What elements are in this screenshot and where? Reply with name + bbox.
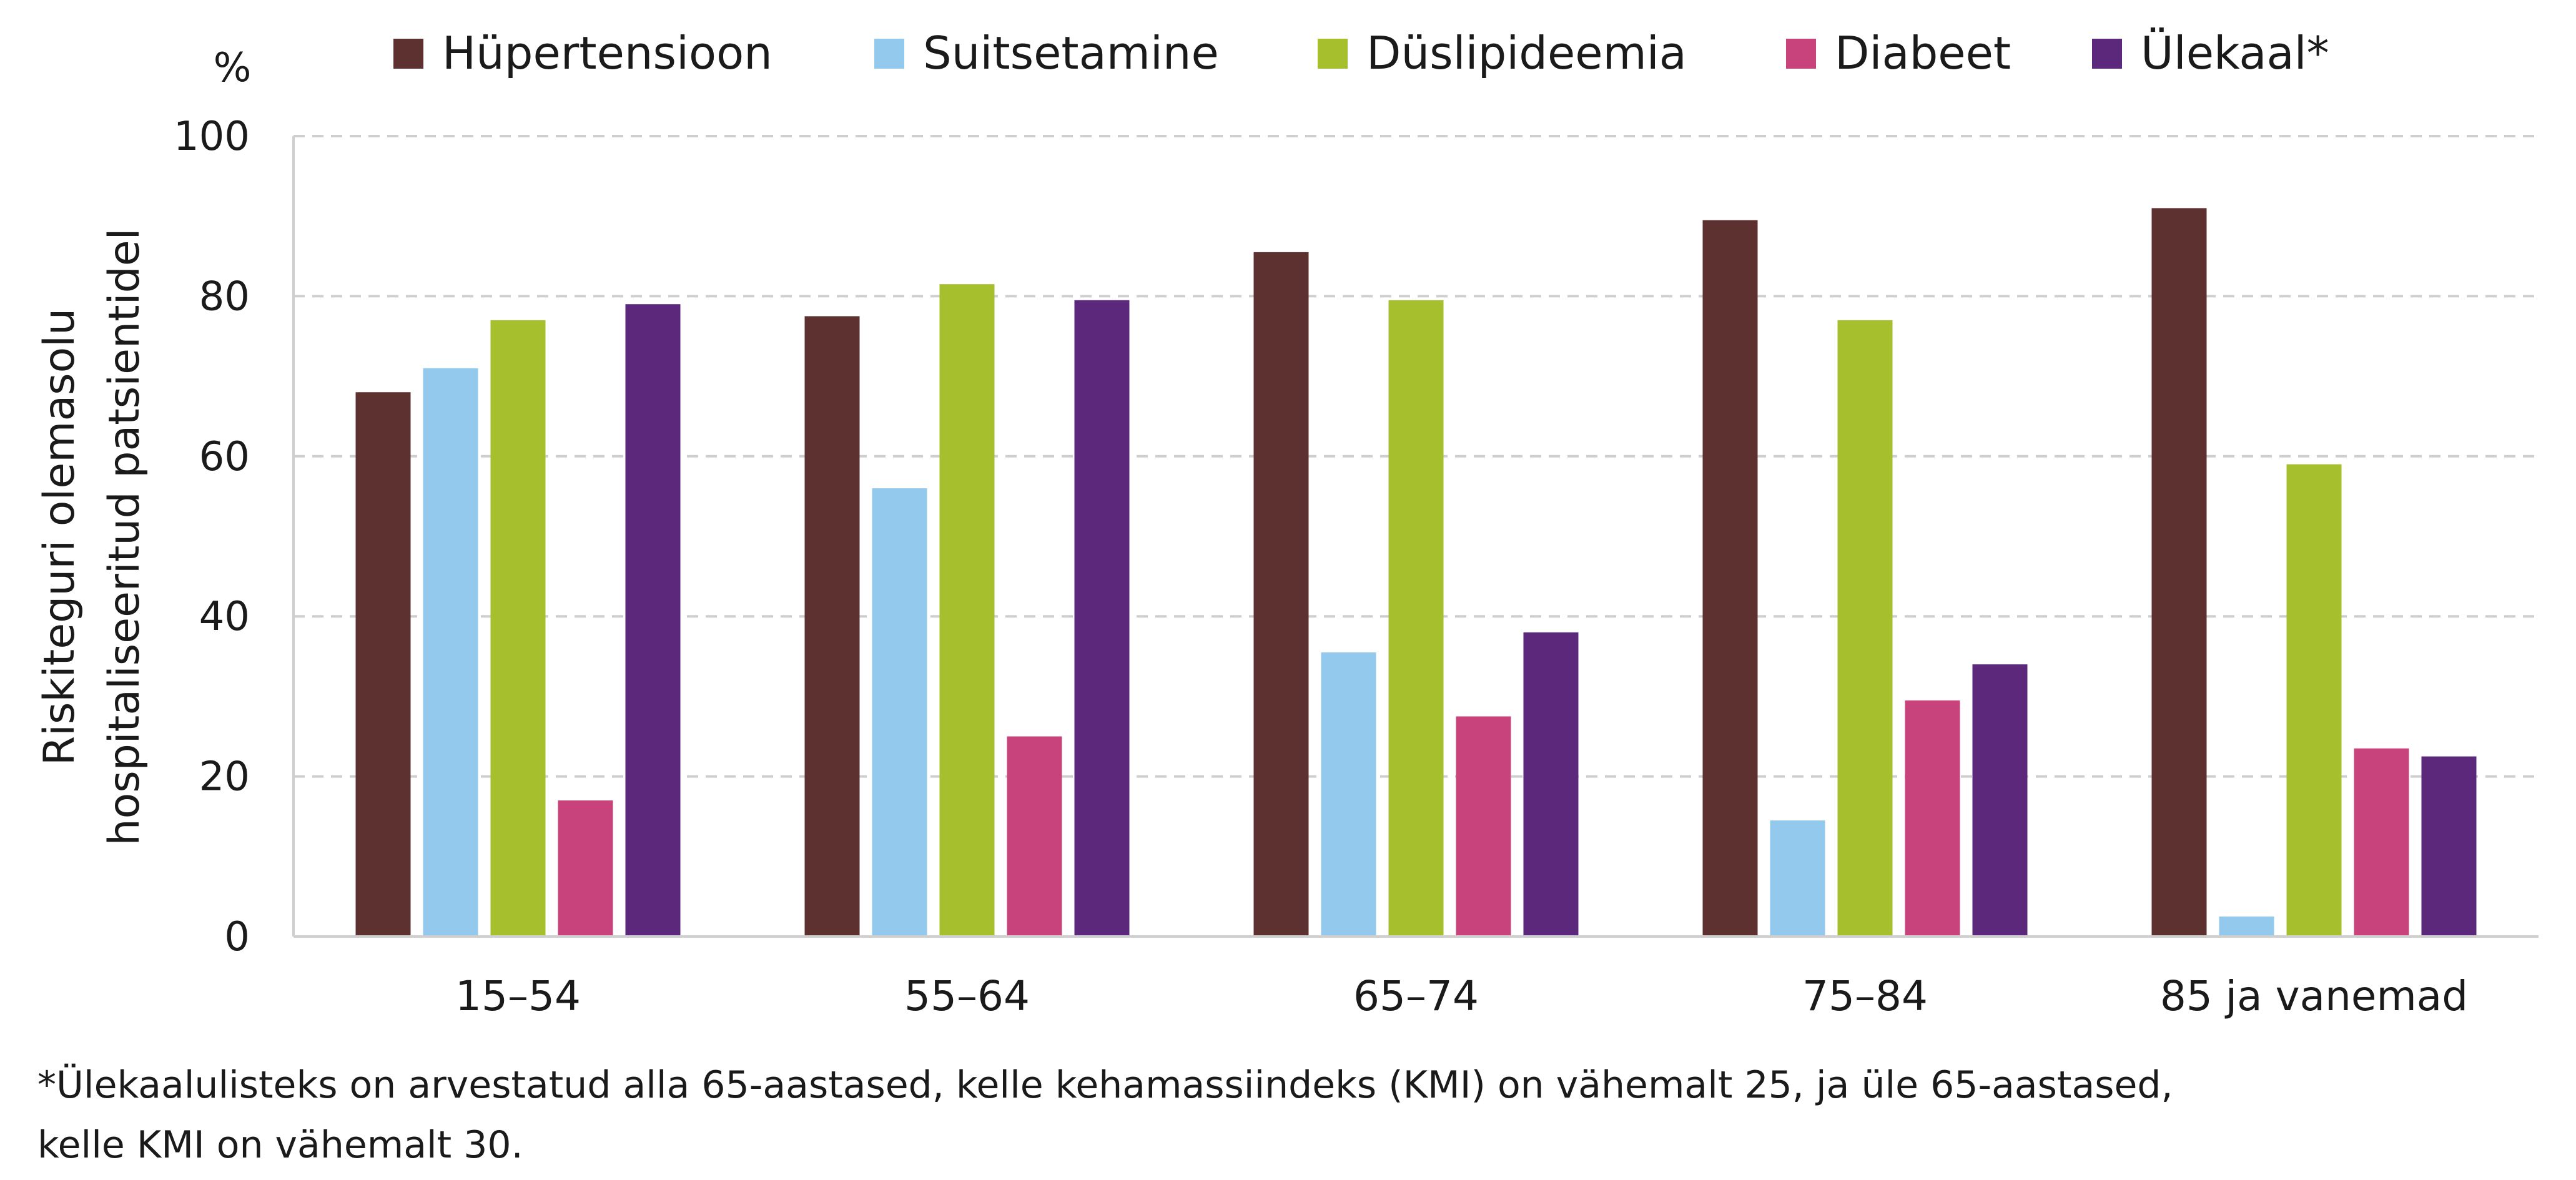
y-tick-label: 0 — [224, 914, 250, 960]
bar — [1972, 664, 2028, 937]
y-tick-label: 40 — [199, 594, 250, 640]
legend-label: Suitsetamine — [923, 27, 1219, 79]
bar — [804, 316, 860, 937]
bar — [1523, 632, 1579, 937]
x-tick-label: 75–84 — [1802, 972, 1928, 1020]
bar-chart: 0 20 40 60 80 100% Riskiteguri olemasolu hospit… — [35, 27, 2539, 1020]
bar — [2151, 208, 2207, 937]
bar — [2354, 748, 2409, 937]
legend-swatch — [2092, 39, 2122, 69]
footnote-line-1: *Ülekaalulisteks on arvestatud alla 65-a… — [37, 1063, 2173, 1107]
y-axis-title-line: Riskiteguri olemasolu — [35, 308, 84, 765]
x-tick-label: 55–64 — [904, 972, 1030, 1020]
y-axis-title-line: hospitaliseeritud patsientidel — [100, 229, 149, 846]
legend-swatch — [1318, 39, 1348, 69]
bar — [355, 392, 411, 937]
bar — [1321, 652, 1376, 937]
bar — [2219, 916, 2274, 937]
bar — [1007, 736, 1062, 937]
unit-label: % — [214, 45, 252, 91]
bar — [490, 320, 546, 937]
axes: 0 20 40 60 80 100% Riskiteguri olemasolu hospit… — [35, 45, 2539, 1020]
bar — [1456, 716, 1511, 937]
footnote-line-2: kelle KMI on vähemalt 30. — [37, 1123, 523, 1167]
bar — [1702, 220, 1758, 937]
legend-swatch — [393, 39, 423, 69]
bar — [1837, 320, 1893, 937]
bar — [1905, 700, 1960, 937]
legend-label: Diabeet — [1835, 27, 2011, 79]
legend-label: Düslipideemia — [1366, 27, 1687, 79]
x-tick-label: 85 ja vanemad — [2160, 972, 2468, 1020]
legend-label: Ülekaal* — [2141, 27, 2329, 79]
footnote: *Ülekaalulisteks on arvestatud alla 65-a… — [37, 1055, 2535, 1175]
bar — [939, 284, 995, 937]
bars — [355, 208, 2477, 937]
bar — [2421, 756, 2477, 937]
bar — [1770, 820, 1825, 937]
bar — [872, 488, 927, 937]
bar — [1074, 300, 1130, 937]
y-tick-label: 60 — [199, 434, 250, 480]
legend: Hüpertensioon Suitsetamine Düslipideemia Di… — [393, 27, 2329, 79]
legend-label: Hüpertensioon — [442, 27, 772, 79]
y-tick-label: 100 — [174, 114, 250, 160]
legend-swatch — [1786, 39, 1816, 69]
bar — [1253, 252, 1309, 937]
x-tick-label: 65–74 — [1353, 972, 1479, 1020]
bar — [2286, 464, 2342, 937]
bar — [1388, 300, 1444, 937]
y-tick-label: 20 — [199, 754, 250, 800]
y-axis-title: Riskiteguri olemasolu hospitaliseeritud p… — [35, 229, 149, 846]
legend-swatch — [874, 39, 904, 69]
bar — [625, 304, 681, 937]
x-tick-label: 15–54 — [455, 972, 581, 1020]
bar — [423, 368, 478, 937]
bar — [558, 800, 613, 937]
y-tick-label: 80 — [199, 273, 250, 320]
